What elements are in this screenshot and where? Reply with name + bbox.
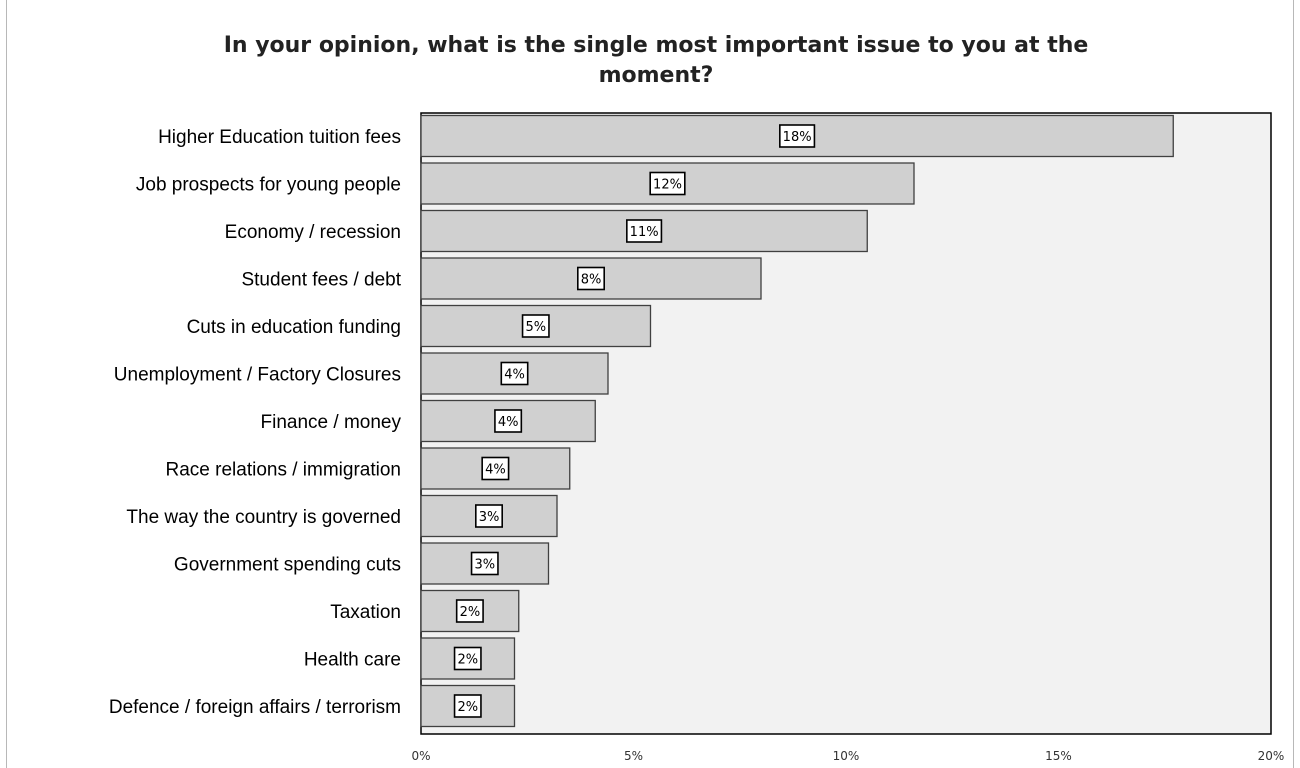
category-label: Race relations / immigration	[166, 460, 401, 481]
data-label-text: 4%	[498, 415, 519, 430]
data-label: 4%	[500, 361, 529, 386]
category-label: Job prospects for young people	[136, 175, 401, 196]
data-label-text: 3%	[479, 510, 500, 525]
chart-title-line-2: moment?	[599, 63, 714, 88]
category-label: Higher Education tuition fees	[158, 127, 401, 148]
x-tick-label: 5%	[624, 749, 643, 763]
data-label-text: 4%	[485, 463, 506, 478]
x-tick-label: 20%	[1258, 749, 1285, 763]
data-label: 3%	[474, 504, 503, 528]
category-label: Economy / recession	[225, 222, 401, 243]
category-label: Cuts in education funding	[187, 317, 401, 338]
data-label-text: 12%	[653, 178, 682, 193]
data-label: 4%	[494, 409, 523, 433]
category-label: Defence / foreign affairs / terrorism	[109, 697, 401, 718]
category-label: Health care	[304, 650, 401, 671]
data-label-box	[521, 314, 550, 338]
data-label: 2%	[453, 646, 482, 671]
category-label: Government spending cuts	[174, 555, 401, 576]
data-label-text: 2%	[457, 700, 478, 715]
x-axis-ticks: 0% 5% 10% 15% 20%	[411, 749, 1284, 763]
data-label-box	[453, 694, 482, 718]
data-label-text: 8%	[581, 273, 602, 288]
data-label-text: 3%	[474, 558, 495, 573]
category-label: Student fees / debt	[241, 270, 401, 291]
data-label-text: 11%	[630, 225, 659, 240]
category-label: The way the country is governed	[126, 507, 401, 528]
chart-frame: In your opinion, what is the single most…	[6, 0, 1294, 768]
x-tick-label: 15%	[1045, 749, 1072, 763]
category-label: Unemployment / Factory Closures	[114, 365, 401, 386]
data-label: 2%	[453, 694, 482, 718]
x-tick-label: 10%	[833, 749, 860, 763]
data-label-box	[455, 599, 484, 623]
data-label-text: 2%	[460, 605, 481, 620]
data-label-box	[626, 219, 663, 243]
data-label-text: 4%	[504, 368, 525, 383]
data-label-text: 5%	[525, 320, 546, 335]
data-label: 11%	[626, 219, 663, 243]
data-label: 5%	[521, 314, 550, 338]
data-label: 12%	[649, 171, 686, 196]
data-label-box	[779, 124, 816, 148]
category-label: Taxation	[330, 602, 401, 623]
chart-title: In your opinion, what is the single most…	[224, 33, 1089, 88]
data-label-box	[453, 646, 482, 671]
data-label: 4%	[481, 456, 510, 481]
x-tick-label: 0%	[411, 749, 430, 763]
data-label-box	[500, 361, 529, 386]
bar-chart: In your opinion, what is the single most…	[109, 33, 1284, 763]
data-label-box	[474, 504, 503, 528]
data-label: 18%	[779, 124, 816, 148]
data-label: 3%	[470, 551, 499, 576]
data-label-text: 2%	[457, 653, 478, 668]
data-label-box	[470, 551, 499, 576]
data-label: 2%	[455, 599, 484, 623]
data-label-box	[481, 456, 510, 481]
data-label-box	[576, 266, 605, 291]
category-labels: Higher Education tuition fees Job prospec…	[109, 127, 402, 718]
chart-title-line-1: In your opinion, what is the single most…	[224, 33, 1089, 58]
data-label-box	[494, 409, 523, 433]
data-label: 8%	[576, 266, 605, 291]
category-label: Finance / money	[261, 412, 402, 433]
bars-layer: 18% 12% 11% 8% 5% 4% 4% 4% 3% 3% 2% 2% 2%	[420, 114, 1174, 728]
data-label-text: 18%	[783, 130, 812, 145]
data-label-box	[649, 171, 686, 196]
